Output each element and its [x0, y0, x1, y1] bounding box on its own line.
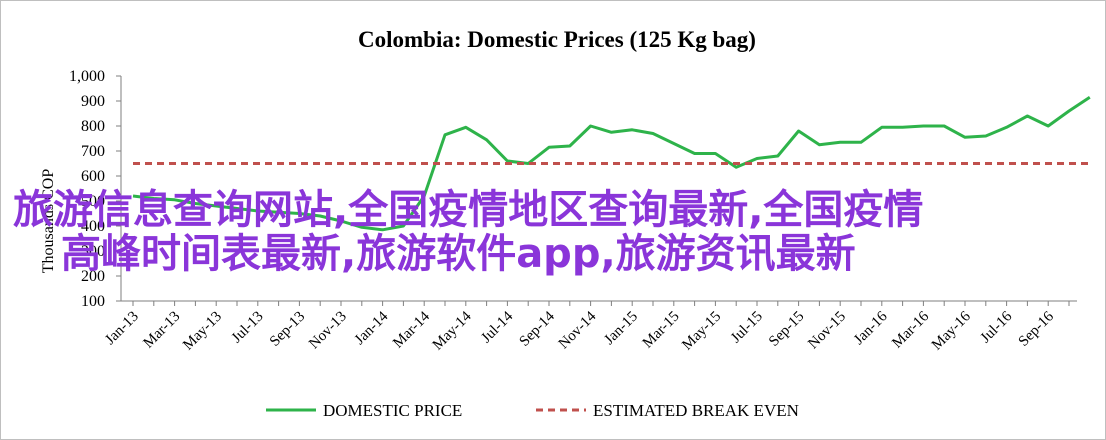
- series-line-domestic-price: [132, 96, 1091, 232]
- y-tick-label: 1,000: [69, 68, 105, 85]
- watermark-line-1: 旅游信息查询网站,全国疫情地区查询最新,全国疫情: [13, 187, 923, 233]
- x-tick-label: Jul-13: [229, 309, 267, 347]
- x-tick-label: Sep-15: [766, 309, 807, 350]
- x-tick-label: Nov-14: [556, 308, 600, 352]
- x-tick-label: Sep-13: [267, 309, 308, 350]
- x-tick-label: Jul-16: [978, 308, 1016, 346]
- legend: DOMESTIC PRICE ESTIMATED BREAK EVEN: [266, 401, 799, 420]
- y-tick-label: 100: [81, 293, 105, 310]
- y-tick-label: 300: [81, 243, 105, 260]
- x-tick-label: Jan-13: [102, 309, 142, 349]
- x-tick-label: Jan-14: [352, 308, 392, 348]
- x-tick-label: Mar-13: [141, 309, 184, 352]
- x-tick-label: May-15: [679, 309, 724, 354]
- x-tick-label: Jul-15: [728, 309, 766, 347]
- y-tick-label: 500: [81, 193, 105, 210]
- y-tick-label: 400: [81, 218, 105, 235]
- y-tick-label: 200: [81, 268, 105, 285]
- x-tick-label: Sep-16: [1016, 308, 1058, 350]
- legend-label: DOMESTIC PRICE: [323, 401, 462, 420]
- legend-label: ESTIMATED BREAK EVEN: [593, 401, 799, 420]
- x-tick-label: Mar-16: [889, 308, 932, 351]
- x-tick-label: May-16: [929, 308, 974, 353]
- y-tick-label: 700: [81, 143, 105, 160]
- x-tick-label: May-14: [430, 308, 475, 353]
- y-axis-label: Thousands COP: [40, 169, 57, 274]
- y-tick-label: 600: [81, 168, 105, 185]
- x-tick-label: Sep-14: [516, 308, 558, 350]
- plot-series: [132, 96, 1091, 232]
- chart-title: Colombia: Domestic Prices (125 Kg bag): [358, 27, 756, 52]
- x-tick-label: Nov-15: [805, 309, 849, 353]
- y-axis: 100 200 300 400 500 600 700 800 900 1,000: [69, 68, 122, 310]
- x-tick-label: Nov-13: [306, 309, 350, 353]
- x-tick-label: Jan-15: [601, 309, 641, 349]
- y-tick-label: 900: [81, 93, 105, 110]
- x-tick-label: Jul-14: [478, 308, 516, 346]
- x-tick-label: May-13: [180, 309, 225, 354]
- watermark-line-2: 高峰时间表最新,旅游软件app,旅游资讯最新: [61, 231, 856, 277]
- x-tick-label: Mar-14: [390, 308, 433, 351]
- watermark-overlay: 旅游信息查询网站,全国疫情地区查询最新,全国疫情 高峰时间表最新,旅游软件app…: [13, 187, 923, 277]
- x-tick-label: Jan-16: [851, 308, 891, 348]
- y-tick-label: 800: [81, 118, 105, 135]
- x-tick-label: Mar-15: [640, 309, 683, 352]
